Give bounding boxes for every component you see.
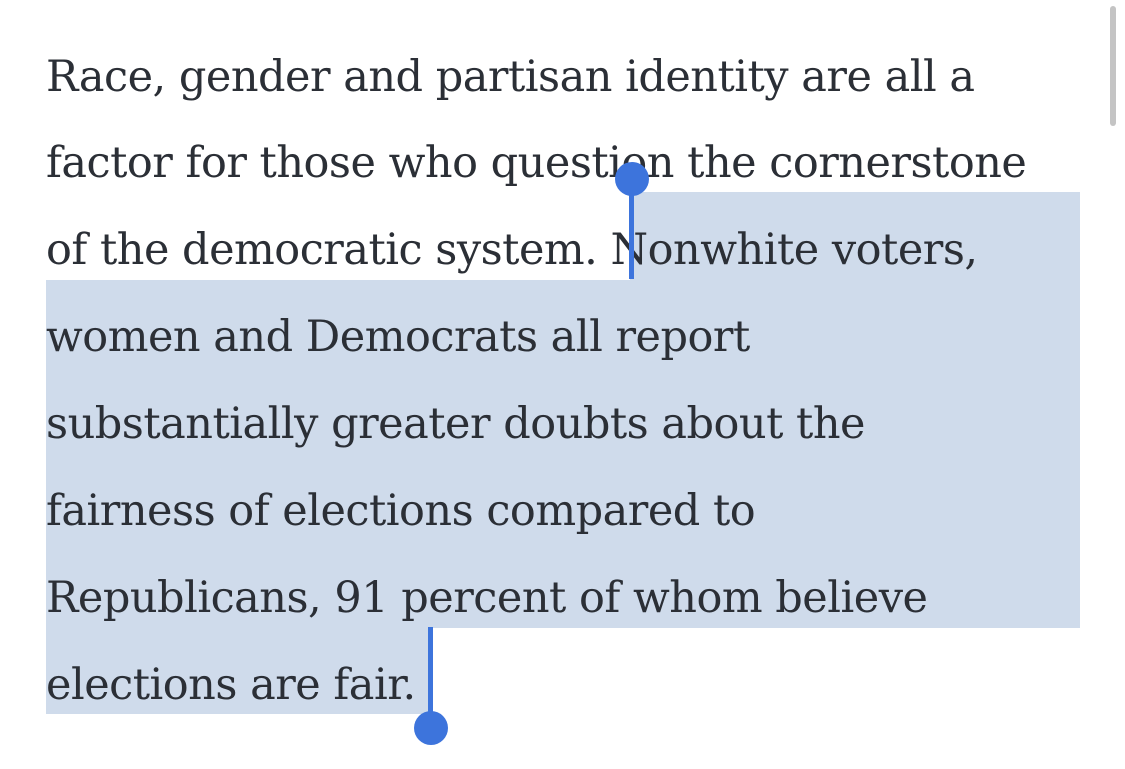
paragraph-line-8[interactable]: elections are fair. <box>46 660 416 710</box>
paragraph-line-6[interactable]: fairness of elections compared to <box>46 486 756 536</box>
paragraph-line-5[interactable]: substantially greater doubts about the <box>46 399 865 449</box>
vertical-scrollbar[interactable] <box>1110 6 1116 126</box>
paragraph-line-3[interactable]: of the democratic system. Nonwhite voter… <box>46 225 978 275</box>
selection-highlight-block <box>46 280 1080 628</box>
selection-highlight-line-3 <box>630 192 1080 280</box>
paragraph-line-7[interactable]: Republicans, 91 percent of whom believe <box>46 573 928 623</box>
selection-highlight-last-line <box>46 628 432 714</box>
selection-start-handle-knob[interactable] <box>615 162 649 196</box>
selection-start-handle-bar[interactable] <box>629 180 634 279</box>
selection-end-handle-knob[interactable] <box>414 711 448 745</box>
selection-end-handle-bar[interactable] <box>428 627 433 727</box>
paragraph-line-4[interactable]: women and Democrats all report <box>46 312 750 362</box>
paragraph-line-2[interactable]: factor for those who question the corner… <box>46 138 1027 188</box>
paragraph-line-1[interactable]: Race, gender and partisan identity are a… <box>46 52 975 102</box>
